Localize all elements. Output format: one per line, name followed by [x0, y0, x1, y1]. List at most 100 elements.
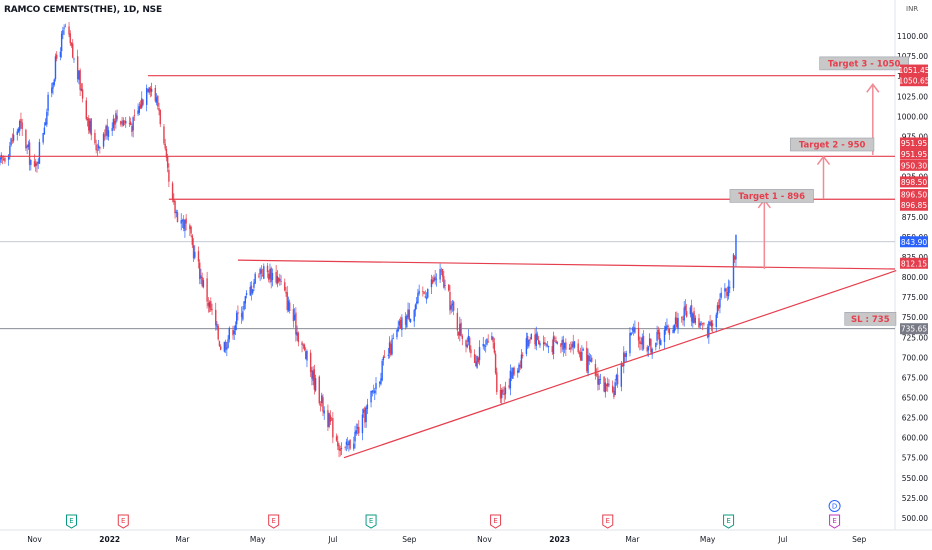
earnings-marker-label: E	[69, 517, 73, 525]
candle-body	[720, 292, 722, 298]
candle-body	[47, 94, 49, 111]
price-label-text: 1050.65	[898, 77, 929, 86]
candle-body	[370, 390, 372, 403]
candle-body	[672, 329, 674, 334]
candle-body	[448, 284, 450, 291]
candle-body	[165, 148, 168, 158]
candle-body	[78, 70, 80, 80]
candle-body	[525, 338, 528, 354]
candle-body	[16, 131, 18, 135]
candle-body	[578, 352, 581, 355]
candle-body	[711, 323, 714, 326]
candle-body	[349, 439, 351, 449]
candle-body	[106, 125, 108, 136]
candle-body	[217, 326, 219, 340]
candle-body	[244, 296, 247, 304]
candle-body	[36, 162, 38, 166]
candle-body	[545, 343, 547, 345]
candle-body	[470, 349, 472, 354]
candle-body	[141, 98, 143, 108]
candle-body	[211, 309, 213, 311]
candle-body	[502, 389, 504, 393]
price-label-box	[900, 257, 928, 269]
candle-body	[709, 321, 711, 325]
candle-body	[408, 309, 410, 321]
candle-body	[570, 347, 572, 349]
candle-body	[535, 333, 537, 347]
candle-body	[25, 129, 27, 149]
candle-body	[598, 378, 600, 385]
candle-body	[409, 318, 412, 322]
candle-body	[706, 326, 709, 338]
candle-body	[388, 342, 391, 354]
candle-body	[252, 289, 254, 294]
candle-body	[30, 159, 32, 166]
candle-body	[149, 88, 152, 92]
candle-body	[586, 347, 588, 371]
candle-body	[375, 383, 377, 390]
neckline	[237, 259, 896, 270]
x-tick-label: May	[700, 535, 716, 544]
candle-body	[59, 51, 62, 57]
candle-body	[63, 27, 65, 29]
candle-body	[233, 330, 235, 335]
candle-body	[582, 348, 584, 351]
candle-body	[253, 282, 255, 288]
x-tick-label: Mar	[175, 535, 190, 544]
candle-body	[226, 347, 228, 350]
candle-body	[382, 356, 385, 361]
earnings-marker	[66, 514, 78, 529]
candle-body	[519, 364, 521, 367]
candle-body	[625, 352, 627, 357]
candle-body	[138, 106, 141, 113]
earnings-marker	[365, 514, 377, 529]
candle-body	[640, 342, 642, 345]
price-label-box	[900, 236, 928, 248]
candle-body	[330, 419, 333, 421]
candle-body	[528, 339, 530, 347]
candle-body	[60, 33, 63, 52]
candle-body	[422, 291, 424, 292]
candle-body	[173, 199, 175, 203]
x-tick-label: 2022	[99, 535, 120, 544]
candle-body	[306, 350, 308, 361]
candle-body	[529, 339, 531, 341]
candle-body	[708, 321, 710, 337]
candle-body	[647, 346, 650, 351]
candle-body	[642, 336, 645, 349]
price-label-box	[900, 199, 928, 211]
candle-body	[440, 270, 443, 272]
candle-body	[603, 376, 605, 392]
candle-body	[568, 348, 571, 350]
price-label-text: 950.30	[901, 161, 927, 170]
candle-body	[72, 43, 74, 58]
candle-body	[155, 97, 158, 103]
candle-body	[269, 269, 271, 279]
price-label-box	[900, 323, 928, 335]
candle-body	[667, 326, 669, 327]
y-tick-label: 800.00	[902, 273, 928, 282]
candle-body	[460, 322, 462, 336]
candle-body	[243, 301, 245, 310]
x-tick-label: Nov	[477, 535, 492, 544]
candle-body	[104, 135, 106, 137]
candle-body	[189, 225, 191, 230]
candle-body	[683, 307, 685, 321]
candle-body	[312, 370, 314, 381]
y-tick-label: 1100.00	[897, 32, 928, 41]
candle-body	[656, 332, 658, 341]
candle-body	[539, 343, 541, 346]
candle-body	[52, 82, 54, 89]
candle-body	[338, 445, 340, 451]
candle-body	[520, 354, 523, 369]
candle-body	[327, 410, 329, 428]
price-label-box	[900, 189, 928, 201]
candle-body	[254, 273, 256, 284]
candle-body	[414, 304, 417, 311]
x-tick-label: Jul	[327, 535, 337, 544]
candle-body	[235, 312, 238, 325]
candle-body	[461, 335, 463, 339]
price-label-text: 1051.45	[898, 66, 929, 75]
candle-body	[397, 326, 399, 332]
